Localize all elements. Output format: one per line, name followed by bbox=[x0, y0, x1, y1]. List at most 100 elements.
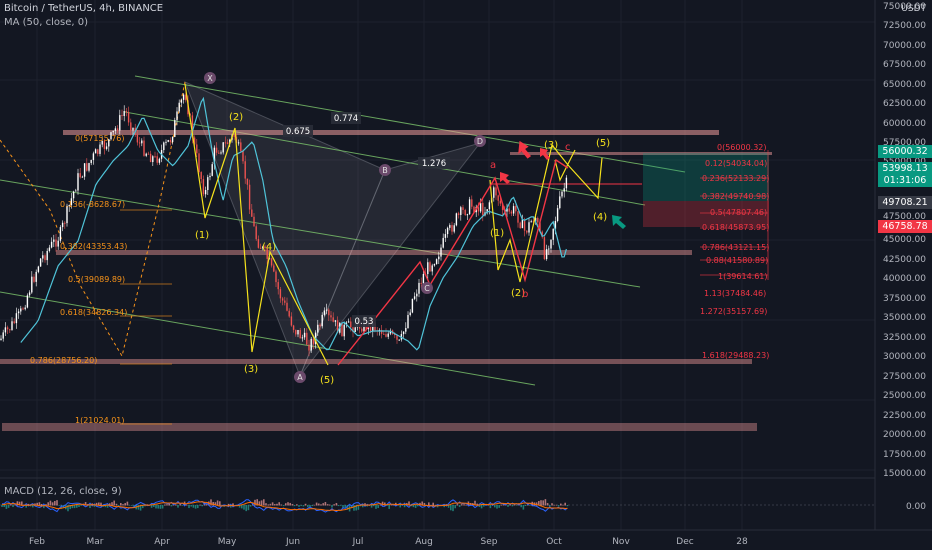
candle-body bbox=[154, 156, 156, 158]
macd-bar bbox=[513, 504, 516, 506]
candle-body bbox=[180, 99, 183, 103]
wave-label: (2) bbox=[229, 112, 243, 123]
macd-zero-tick: 0.00 bbox=[906, 502, 926, 512]
macd-bar bbox=[161, 505, 164, 509]
candle-body bbox=[270, 258, 273, 266]
macd-bar bbox=[201, 505, 203, 507]
macd-bar bbox=[465, 504, 467, 506]
abc-correction bbox=[337, 158, 569, 366]
macd-bar bbox=[329, 504, 331, 506]
time-tick-label: Jun bbox=[285, 537, 300, 547]
macd-bar bbox=[463, 504, 465, 506]
corrective-labels: a b c bbox=[490, 142, 571, 300]
macd-bar bbox=[555, 504, 558, 506]
macd-bar bbox=[379, 504, 382, 506]
candle-body bbox=[290, 316, 293, 326]
wave-labels: (1) (2) (3) (4) (5) (1) (2) (3) (4) (5) bbox=[195, 112, 610, 386]
macd-bar bbox=[29, 505, 32, 507]
candle-body bbox=[482, 202, 484, 216]
candle-body bbox=[336, 320, 339, 333]
indicator-title[interactable]: MA (50, close, 0) bbox=[4, 17, 89, 28]
macd-bar bbox=[67, 505, 69, 512]
macd-bar bbox=[311, 505, 313, 507]
macd-bar bbox=[450, 505, 452, 511]
corrective-label: c bbox=[565, 142, 571, 153]
candle-body bbox=[81, 176, 84, 178]
macd-bar bbox=[157, 505, 159, 509]
macd-bar bbox=[238, 505, 241, 508]
macd-bar bbox=[408, 501, 410, 506]
price-tick-label: 15000.00 bbox=[883, 469, 926, 479]
candle-body bbox=[64, 222, 66, 224]
macd-bar bbox=[320, 504, 322, 506]
macd-bar bbox=[276, 503, 278, 506]
candle-body bbox=[488, 202, 491, 210]
pattern-badge-label: B bbox=[382, 166, 388, 175]
macd-bar bbox=[502, 504, 505, 506]
candle-body bbox=[279, 289, 282, 299]
macd-bar bbox=[370, 505, 373, 508]
price-tick-label: 32500.00 bbox=[883, 333, 926, 343]
pattern-badge bbox=[474, 135, 486, 147]
macd-bar bbox=[258, 501, 261, 506]
macd-bar bbox=[331, 505, 333, 508]
price-tag-stop: 46758.78 bbox=[878, 220, 932, 233]
macd-bar bbox=[260, 500, 263, 506]
ratio-box bbox=[283, 125, 313, 137]
macd-bar bbox=[546, 503, 549, 506]
candle-body bbox=[372, 322, 374, 332]
candle-body bbox=[48, 247, 51, 251]
candle-body bbox=[112, 130, 114, 133]
candle-body bbox=[149, 153, 152, 163]
candle-body bbox=[312, 338, 315, 344]
fib-right-label: 0.12(54034.04) bbox=[705, 159, 767, 168]
wave-label: (1) bbox=[490, 228, 504, 239]
price-axis[interactable]: 75000.00 72500.00 70000.00 67500.00 65000.00… bbox=[883, 2, 926, 512]
candle-body bbox=[543, 237, 546, 260]
macd-bar bbox=[241, 505, 243, 509]
macd-bar bbox=[170, 505, 173, 507]
wave-label: (4) bbox=[593, 212, 607, 223]
ratio-label: 0.675 bbox=[286, 127, 310, 137]
macd-bar bbox=[414, 505, 417, 508]
candle-body bbox=[110, 132, 112, 140]
macd-bar bbox=[80, 505, 82, 506]
macd-bar bbox=[216, 500, 219, 506]
candle-body bbox=[218, 152, 220, 154]
macd-bar bbox=[155, 505, 157, 509]
time-axis[interactable]: Feb Mar Apr May Jun Jul Aug Sep Oct Nov Dec 28 bbox=[29, 537, 748, 547]
candle-body bbox=[521, 219, 524, 229]
macd-bar bbox=[93, 505, 96, 507]
candle-body bbox=[167, 140, 169, 142]
macd-bar bbox=[205, 504, 208, 506]
macd-title[interactable]: MACD (12, 26, close, 9) bbox=[4, 486, 122, 497]
candle-body bbox=[526, 230, 528, 233]
candle-body bbox=[213, 147, 216, 165]
macd-bar bbox=[153, 505, 155, 507]
candle-body bbox=[350, 321, 352, 328]
candle-body bbox=[244, 161, 246, 179]
macd-bar bbox=[326, 504, 329, 506]
candle-body bbox=[193, 137, 196, 145]
candle-body bbox=[53, 239, 55, 242]
candle-body bbox=[394, 333, 396, 336]
candle-body bbox=[224, 142, 227, 144]
fib-right-label: 0.618(45873.95) bbox=[702, 223, 769, 232]
macd-bar bbox=[529, 505, 531, 506]
macd-bar bbox=[362, 505, 364, 508]
elliott-waves bbox=[184, 83, 603, 366]
macd-bar bbox=[489, 505, 492, 509]
macd-bar bbox=[480, 505, 483, 509]
candle-body bbox=[178, 102, 180, 112]
candle-body bbox=[136, 134, 139, 143]
time-tick-label: Feb bbox=[29, 537, 45, 547]
price-tick-label: 75000.00 bbox=[883, 2, 926, 12]
macd-bar bbox=[25, 505, 27, 508]
currency-unit[interactable]: USDT bbox=[901, 4, 926, 14]
symbol-title[interactable]: Bitcoin / TetherUS, 4h, BINANCE bbox=[4, 3, 164, 14]
candle-body bbox=[420, 282, 422, 284]
macd-bar bbox=[227, 503, 230, 506]
candle-body bbox=[451, 225, 453, 232]
candle-body bbox=[123, 111, 125, 116]
